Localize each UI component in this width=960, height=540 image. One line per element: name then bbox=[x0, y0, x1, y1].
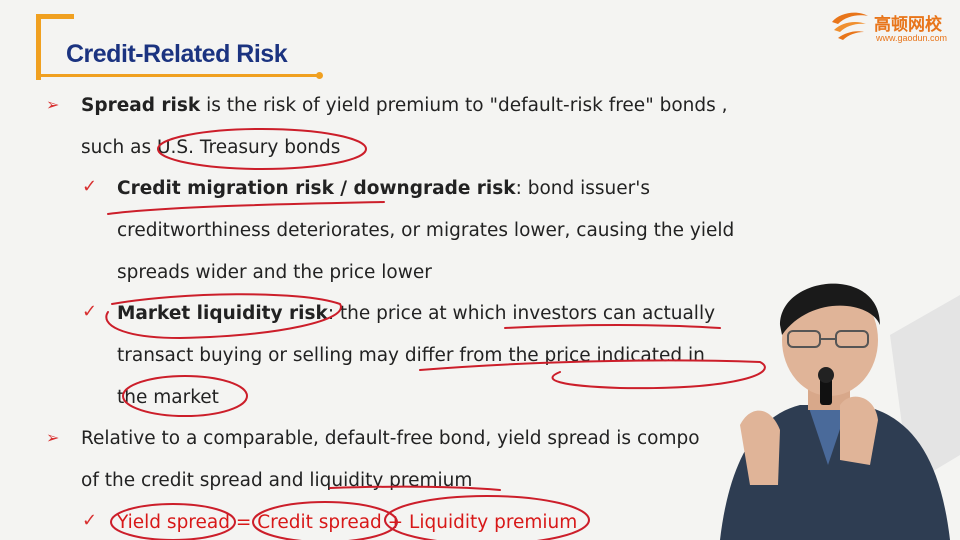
title-bracket-decoration bbox=[36, 14, 74, 80]
bullet-credit-migration-risk: Credit migration risk / downgrade risk: … bbox=[117, 177, 650, 201]
check-bullet-icon: ✓ bbox=[82, 510, 98, 531]
term-market-liquidity-risk: Market liquidity risk bbox=[117, 303, 328, 324]
arrow-bullet-icon: ➢ bbox=[46, 428, 60, 447]
bullet-yield-spread-composition: Relative to a comparable, default-free b… bbox=[81, 428, 700, 449]
spread-risk-text: is the risk of yield premium to "default… bbox=[200, 95, 728, 116]
bullet-market-liquidity-risk: Market liquidity risk: the price at whic… bbox=[117, 302, 715, 326]
term-credit-migration-risk: Credit migration risk / downgrade risk bbox=[117, 178, 516, 199]
title-underline bbox=[40, 74, 322, 77]
market-liquidity-line3: the market bbox=[117, 387, 219, 408]
credit-migration-line3: spreads wider and the price lower bbox=[117, 262, 432, 283]
yield-spread-composition-line2: of the credit spread and liquidity premi… bbox=[81, 470, 473, 491]
check-bullet-icon: ✓ bbox=[82, 301, 98, 322]
credit-migration-text: : bond issuer's bbox=[515, 178, 650, 199]
presenter-video-overlay bbox=[720, 283, 960, 540]
logo-chinese-name: 高顿网校 bbox=[874, 15, 942, 35]
term-spread-risk: Spread risk bbox=[81, 95, 201, 116]
credit-migration-line2: creditworthiness deteriorates, or migrat… bbox=[117, 220, 735, 241]
gaodun-logo-icon bbox=[832, 12, 868, 40]
gaodun-logo: 高顿网校 www.gaodun.com bbox=[828, 6, 956, 46]
arrow-bullet-icon: ➢ bbox=[46, 95, 60, 114]
check-bullet-icon: ✓ bbox=[82, 176, 98, 197]
market-liquidity-text: : the price at which investors can actua… bbox=[327, 303, 716, 324]
yield-spread-formula: Yield spread = Credit spread + Liquidity… bbox=[117, 512, 578, 533]
underline-credit-migration bbox=[107, 201, 385, 215]
spread-risk-line2: such as U.S. Treasury bonds bbox=[81, 137, 341, 158]
slide-title: Credit-Related Risk bbox=[66, 40, 288, 68]
title-underline-dot bbox=[316, 72, 323, 79]
bullet-spread-risk: Spread risk is the risk of yield premium… bbox=[81, 94, 728, 118]
market-liquidity-line2: transact buying or selling may differ fr… bbox=[117, 345, 705, 366]
logo-url: www.gaodun.com bbox=[876, 33, 948, 43]
